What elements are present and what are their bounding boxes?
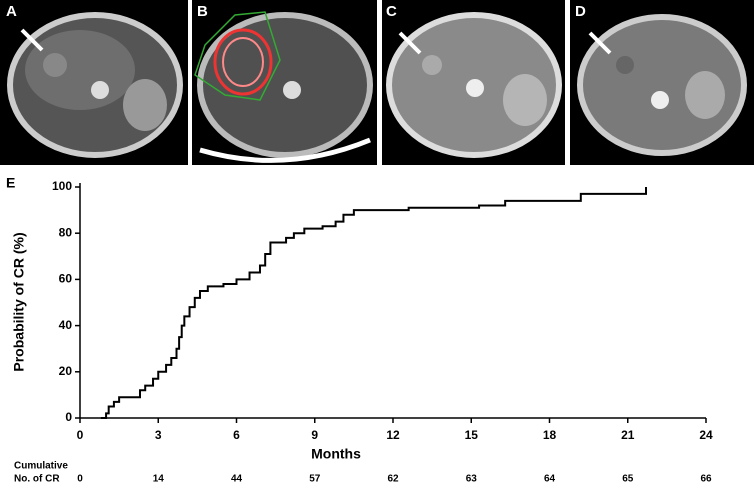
ct-lesion — [422, 55, 442, 75]
dose-line — [213, 28, 273, 96]
x-tick-label: 15 — [465, 428, 479, 442]
risk-count: 66 — [700, 474, 712, 485]
ct-lesion — [616, 56, 634, 74]
dose-line — [194, 11, 281, 101]
y-axis-label: Probability of CR (%) — [11, 232, 27, 371]
panel-label: E — [6, 175, 15, 191]
ct-aorta — [91, 81, 109, 99]
x-axis-label: Months — [311, 446, 361, 462]
ct-spleen — [685, 71, 725, 119]
ct-images — [0, 0, 754, 165]
arrow — [398, 31, 422, 55]
x-tick-label: 6 — [233, 428, 240, 442]
ct-aorta — [651, 91, 669, 109]
ct-aorta — [466, 79, 484, 97]
y-tick-label: 40 — [59, 318, 73, 332]
dose-line — [222, 37, 264, 87]
y-tick-label: 100 — [52, 179, 72, 193]
panel-label: B — [197, 3, 208, 20]
y-tick-label: 60 — [59, 272, 73, 286]
risk-count: 0 — [77, 474, 83, 485]
panel-label: A — [6, 3, 17, 20]
risk-count: 63 — [466, 474, 478, 485]
panel-label: D — [575, 3, 586, 20]
risk-count: 44 — [231, 474, 243, 485]
risk-label: Cumulative — [14, 461, 68, 472]
step-curve — [100, 187, 648, 419]
risk-count: 65 — [622, 474, 634, 485]
x-tick-label: 9 — [311, 428, 318, 442]
ct-aorta — [283, 81, 301, 99]
risk-count: 62 — [387, 474, 399, 485]
x-tick-label: 0 — [77, 428, 84, 442]
ct-lesion — [43, 53, 67, 77]
arrow — [588, 31, 612, 55]
x-tick-label: 18 — [543, 428, 557, 442]
ct-body — [577, 14, 747, 156]
arrow — [20, 28, 44, 52]
risk-count: 57 — [309, 474, 321, 485]
ct-liver — [25, 30, 135, 110]
ct-spleen — [503, 74, 547, 126]
risk-count: 64 — [544, 474, 556, 485]
y-tick-label: 0 — [65, 410, 72, 424]
x-tick-label: 12 — [386, 428, 400, 442]
risk-count: 14 — [153, 474, 165, 485]
x-tick-label: 24 — [699, 428, 713, 442]
panel-label: C — [386, 3, 397, 20]
couch — [199, 137, 371, 163]
risk-label: No. of CR — [14, 474, 60, 485]
y-tick-label: 20 — [59, 364, 73, 378]
x-tick-label: 21 — [621, 428, 635, 442]
y-tick-label: 80 — [59, 225, 73, 239]
x-tick-label: 3 — [155, 428, 162, 442]
ct-spleen — [123, 79, 167, 131]
